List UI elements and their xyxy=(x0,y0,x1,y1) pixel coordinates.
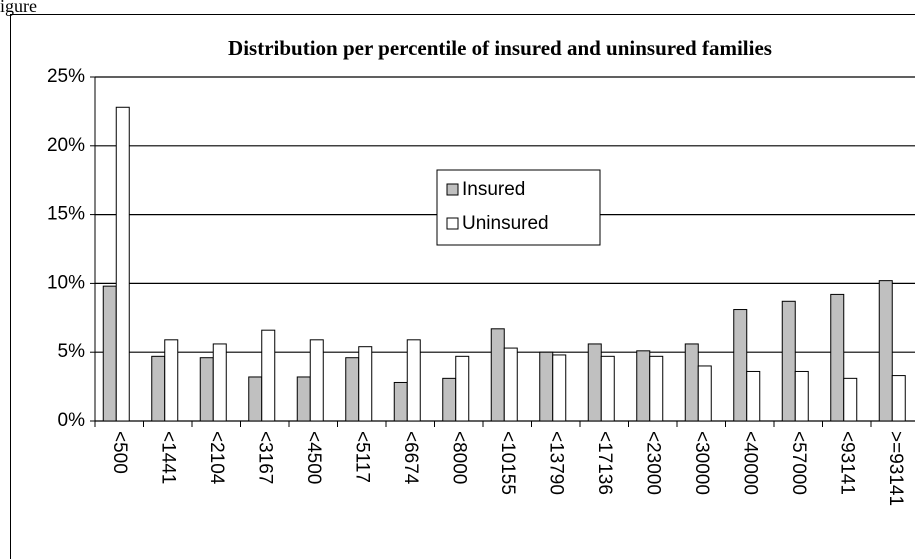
bar xyxy=(539,351,554,422)
y-tick-label: 5% xyxy=(58,341,86,362)
bar xyxy=(830,293,845,422)
bar xyxy=(309,339,324,422)
bar xyxy=(587,343,602,422)
bar xyxy=(503,347,518,422)
bar xyxy=(358,346,373,422)
chart-title: Distribution per percentile of insured a… xyxy=(228,36,772,60)
bar xyxy=(199,357,214,422)
bar xyxy=(345,357,360,422)
bar xyxy=(684,343,699,422)
bar xyxy=(406,339,421,422)
bar xyxy=(697,365,712,422)
y-tick-label: 10% xyxy=(47,272,85,293)
y-tick-label: 15% xyxy=(47,204,85,225)
bar xyxy=(733,309,748,422)
bar xyxy=(261,329,276,422)
x-tick-label: >=93141 xyxy=(885,431,906,506)
bar xyxy=(600,355,615,422)
x-tick-label: <8000 xyxy=(449,431,470,484)
caption: igure xyxy=(0,0,37,16)
bar xyxy=(843,377,858,422)
bar xyxy=(781,300,796,422)
y-tick-label: 0% xyxy=(58,410,86,431)
legend-box xyxy=(436,169,601,246)
bar xyxy=(746,370,761,422)
x-tick-label: <57000 xyxy=(788,431,809,495)
bar xyxy=(794,370,809,422)
x-tick-label: <30000 xyxy=(691,431,712,495)
x-tick-label: <40000 xyxy=(740,431,761,495)
legend-label: Insured xyxy=(462,179,525,200)
x-tick-label: <1441 xyxy=(158,431,179,484)
y-tick-label: 25% xyxy=(47,66,85,87)
bar xyxy=(552,354,567,422)
bar xyxy=(455,355,470,422)
bar xyxy=(442,377,457,422)
bar xyxy=(490,328,505,422)
x-tick-label: <10155 xyxy=(497,431,518,495)
x-tick-label: <3167 xyxy=(255,431,276,484)
bar xyxy=(296,376,311,422)
x-tick-label: <93141 xyxy=(837,431,858,495)
x-tick-label: <4500 xyxy=(303,431,324,484)
bar xyxy=(649,355,664,422)
y-tick-label: 20% xyxy=(47,135,85,156)
bar xyxy=(248,376,263,422)
bar xyxy=(115,106,130,422)
x-tick-label: <23000 xyxy=(643,431,664,495)
bar xyxy=(891,375,906,422)
bar xyxy=(393,381,408,422)
legend-swatch xyxy=(446,217,459,230)
x-tick-label: <5117 xyxy=(352,431,373,483)
bar xyxy=(212,343,227,422)
x-tick-label: <13790 xyxy=(546,431,567,495)
chart-frame xyxy=(10,14,915,559)
x-tick-label: <17136 xyxy=(594,431,615,495)
bar xyxy=(102,285,117,422)
x-tick-label: <6674 xyxy=(400,431,421,485)
bar xyxy=(636,350,651,422)
bar xyxy=(164,339,179,422)
bar xyxy=(878,280,893,422)
x-tick-label: <2104 xyxy=(206,431,227,485)
x-tick-label: <500 xyxy=(109,431,130,474)
bar xyxy=(151,355,166,422)
legend-swatch xyxy=(446,183,459,196)
legend-label: Uninsured xyxy=(462,213,549,234)
